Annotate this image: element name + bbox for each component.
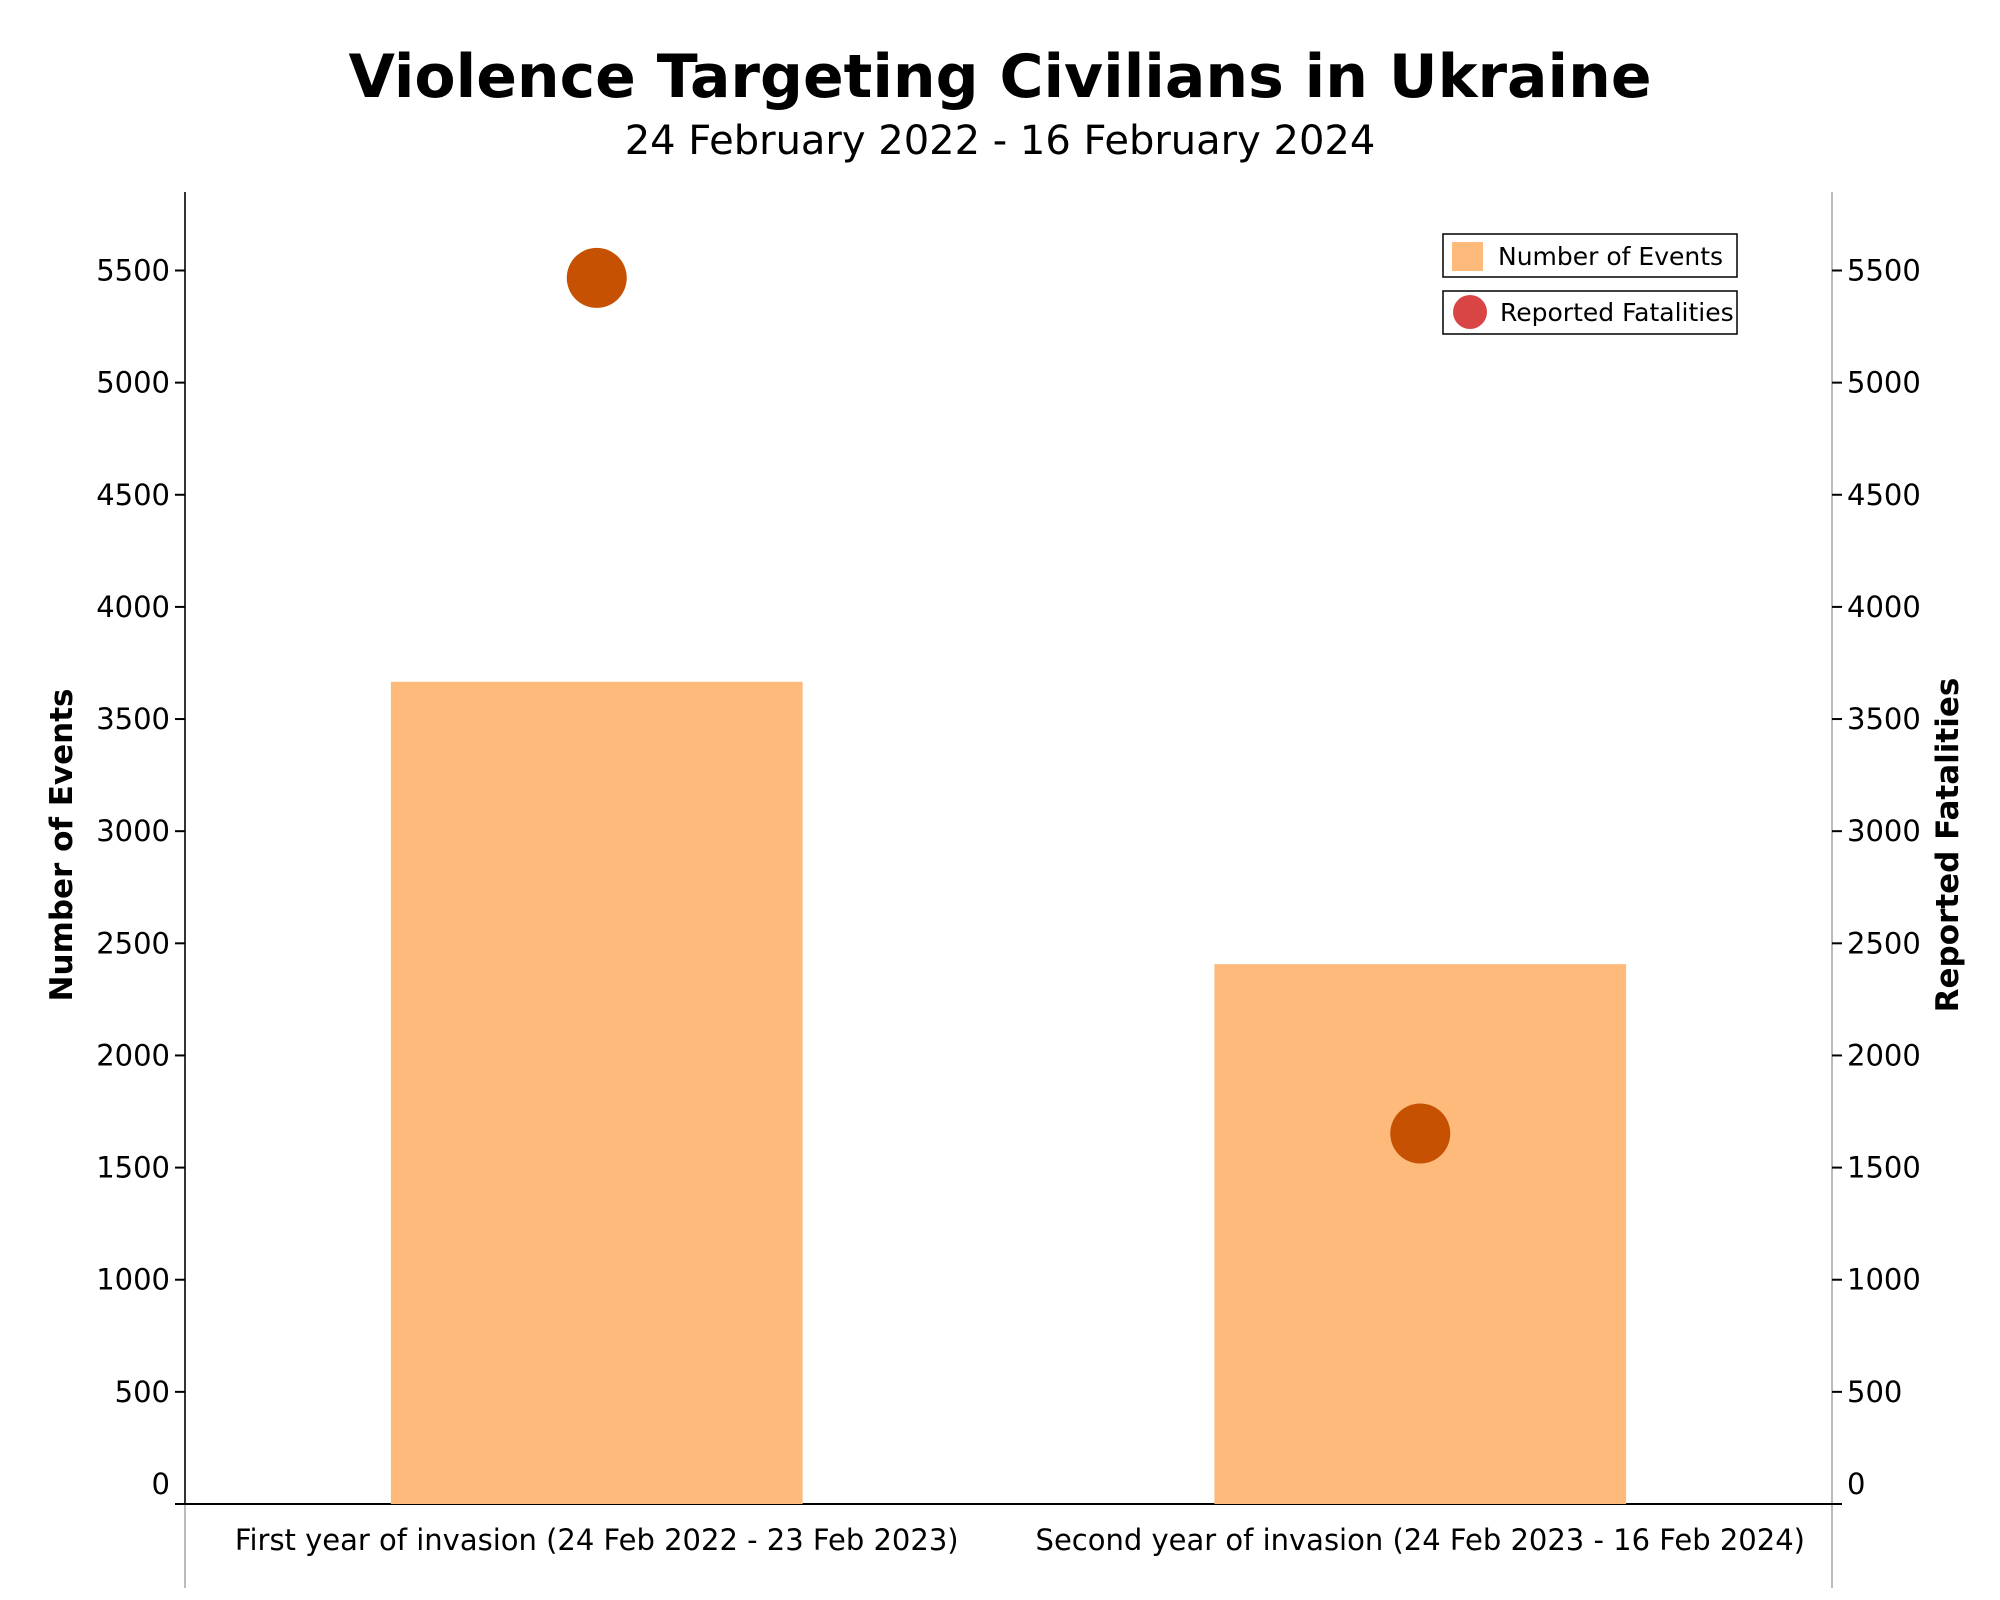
bar-events [1214, 964, 1627, 1504]
y2-tick-label: 3500 [1847, 702, 1921, 736]
chart-subtitle: 24 February 2022 - 16 February 2024 [624, 118, 1376, 164]
y-tick-label: 1500 [96, 1151, 170, 1185]
y-tick-label: 5000 [96, 366, 170, 400]
y-axis-title: Number of Events [44, 689, 80, 1002]
y2-tick-label: 4500 [1847, 478, 1921, 512]
x-category-label: First year of invasion (24 Feb 2022 - 23… [235, 1523, 959, 1557]
y-tick-label: 2500 [96, 926, 170, 960]
y2-tick-label: 1500 [1847, 1151, 1921, 1185]
y2-tick-label: 5000 [1847, 366, 1921, 400]
legend-label-events: Number of Events [1498, 242, 1723, 271]
y-tick-label: 5500 [96, 253, 170, 287]
y2-tick-label: 500 [1847, 1375, 1902, 1409]
x-category-label: Second year of invasion (24 Feb 2023 - 1… [1036, 1523, 1805, 1557]
y-tick-label: 500 [115, 1375, 170, 1409]
bar-events [390, 681, 803, 1504]
chart-axes: 0 0 500 500 1000 1000 1500 1500 2000 2000 2500 2500… [96, 192, 1921, 1588]
legend-swatch-fatalities [1453, 295, 1487, 329]
point-fatalities [566, 247, 627, 308]
chart-legend: Number of Events Reported Fatalities [1442, 233, 1738, 335]
y2-tick-label: 1000 [1847, 1263, 1921, 1297]
chart-title: Violence Targeting Civilians in Ukraine [348, 42, 1652, 112]
y2-tick-label: 4000 [1847, 590, 1921, 624]
y-tick-label: 4500 [96, 478, 170, 512]
y-tick-label: 3500 [96, 702, 170, 736]
y-tick-label: 3000 [96, 814, 170, 848]
legend-box-fatalities [1442, 290, 1738, 335]
y-tick-label: 4000 [96, 590, 170, 624]
point-fatalities [1390, 1103, 1451, 1164]
y2-tick-label: 2000 [1847, 1038, 1921, 1072]
y2-tick-label: 0 [1847, 1467, 1865, 1501]
legend-box-events [1442, 233, 1738, 278]
y2-axis-title: Reported Fatalities [1930, 678, 1966, 1013]
y2-tick-label: 3000 [1847, 814, 1921, 848]
y-tick-label: 1000 [96, 1263, 170, 1297]
y2-tick-label: 2500 [1847, 926, 1921, 960]
legend-swatch-events [1452, 242, 1483, 271]
legend-label-fatalities: Reported Fatalities [1500, 298, 1734, 327]
y2-tick-label: 5500 [1847, 253, 1921, 287]
chart-marks [390, 247, 1627, 1504]
y-tick-label: 0 [152, 1467, 170, 1501]
y-tick-label: 2000 [96, 1038, 170, 1072]
